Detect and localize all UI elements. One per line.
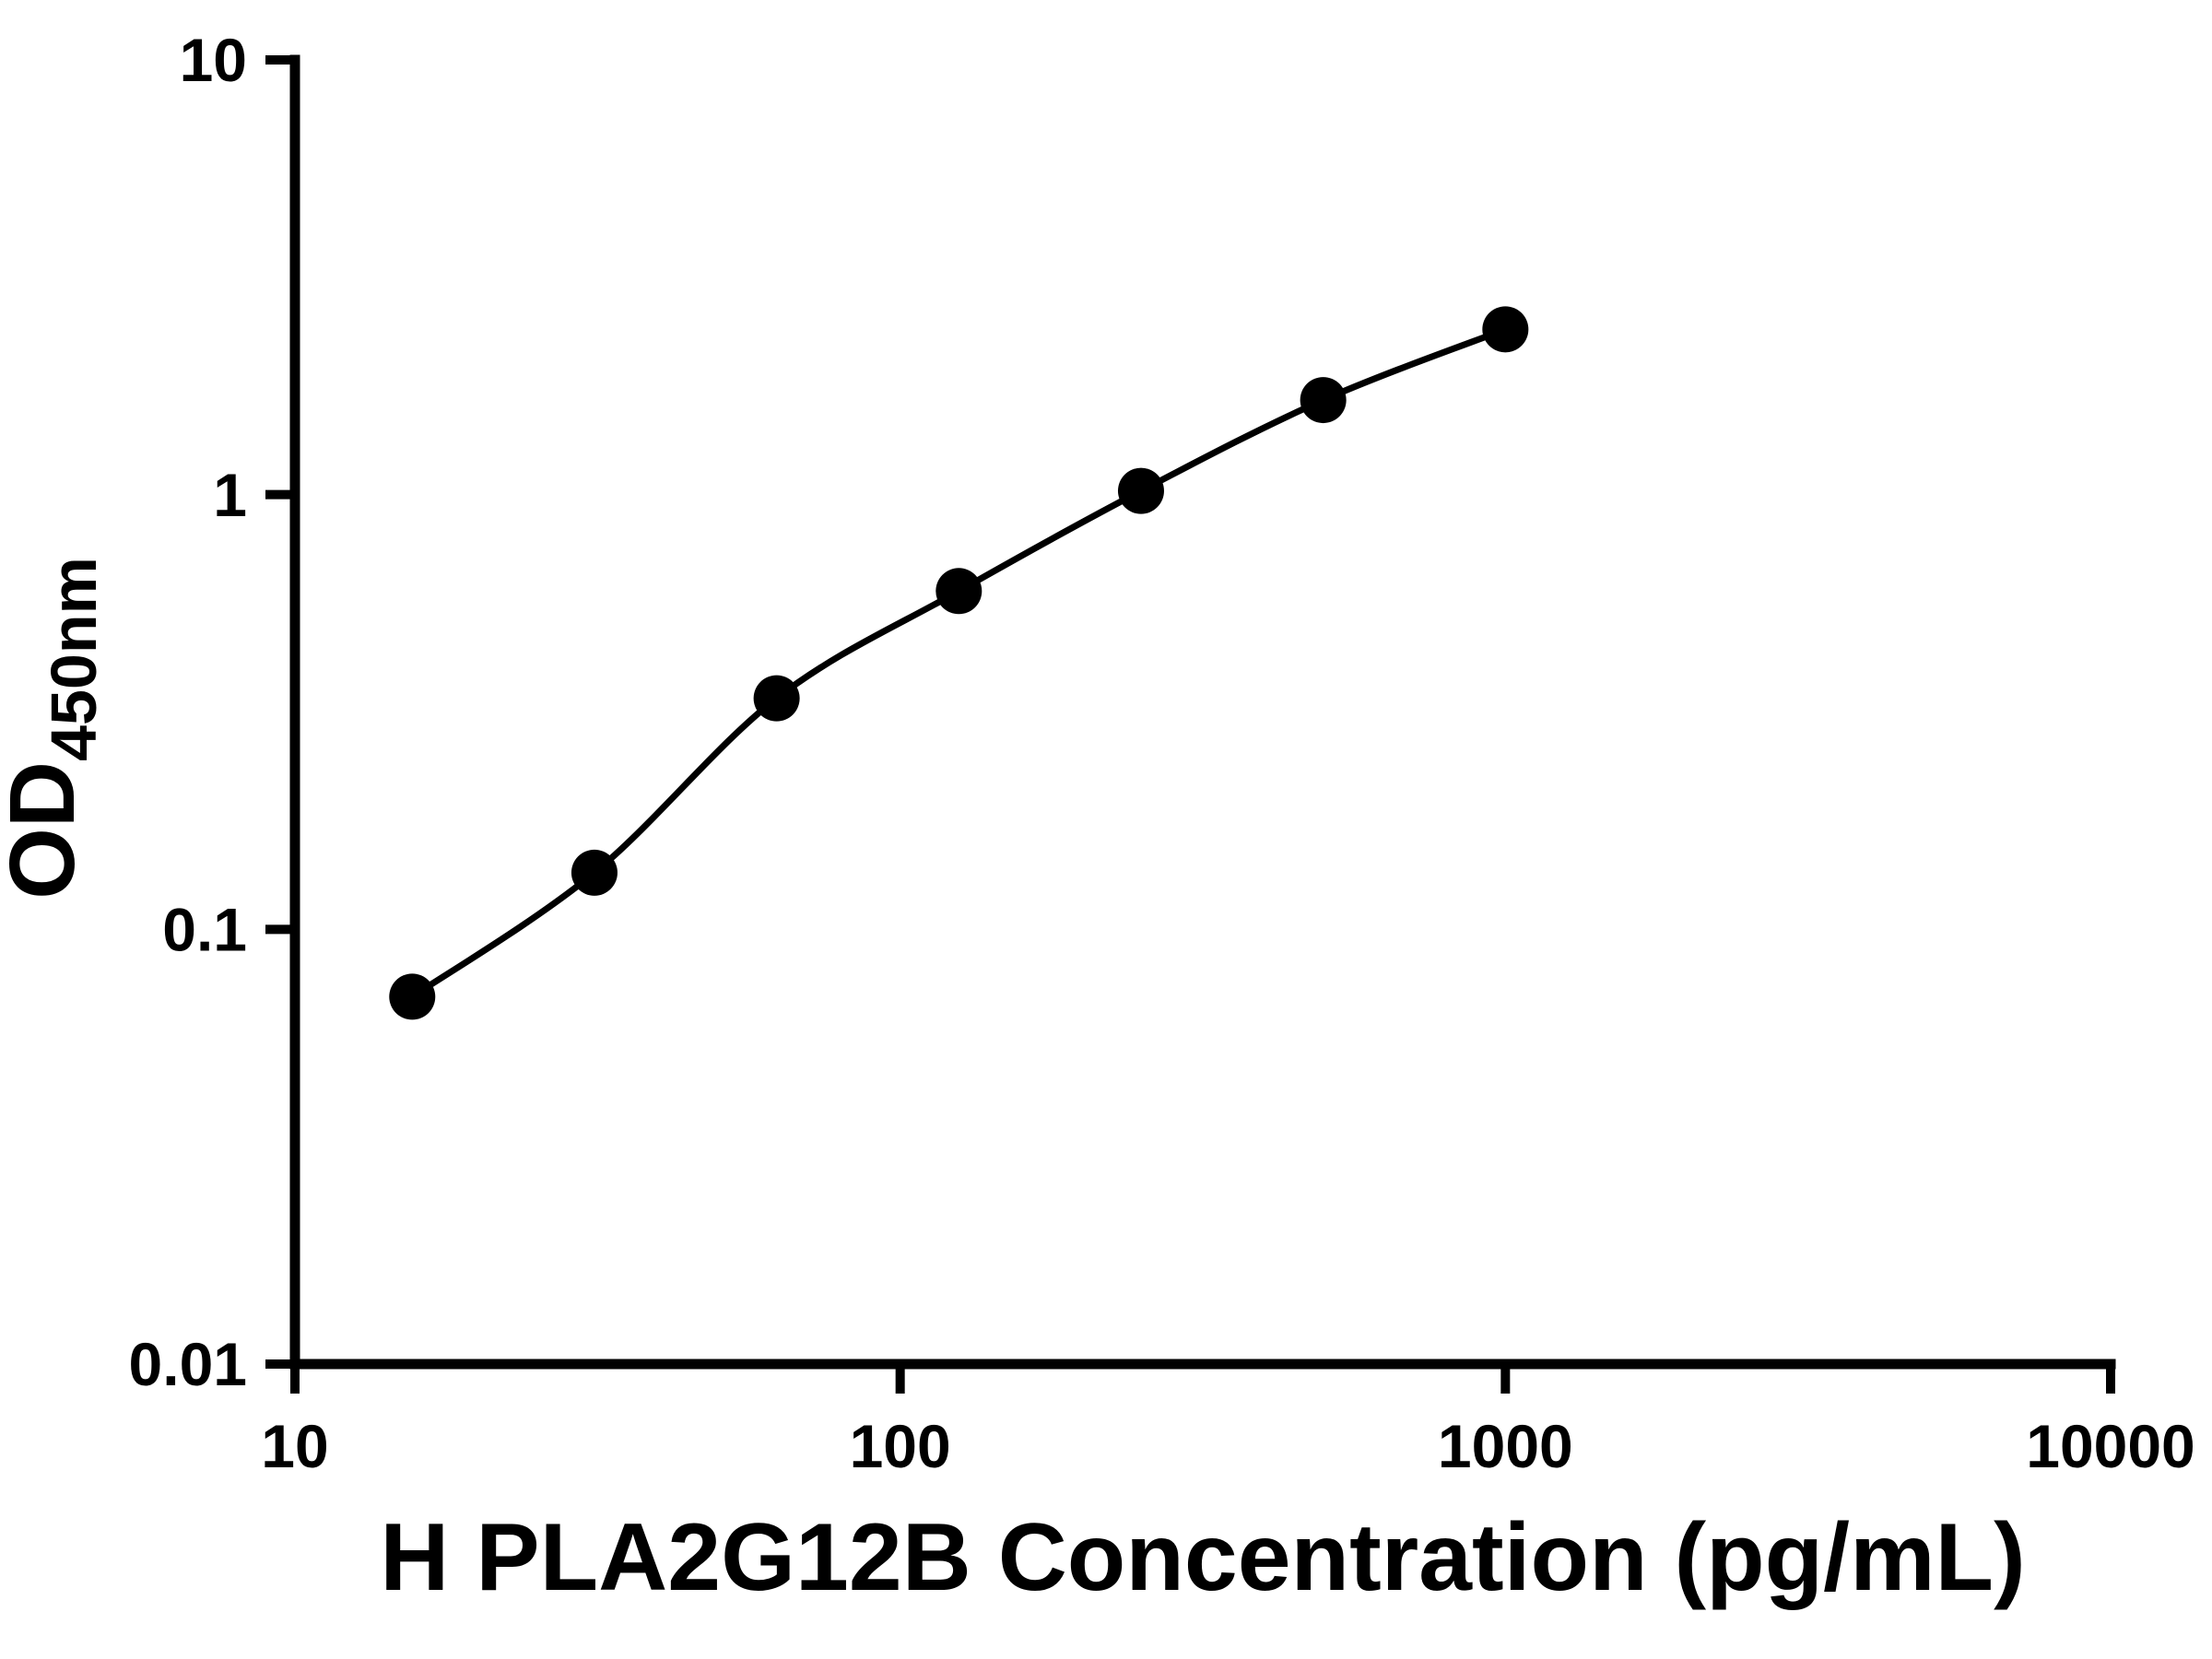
data-point bbox=[1482, 306, 1529, 353]
y-axis-title-main: OD bbox=[0, 761, 94, 900]
data-point bbox=[753, 675, 800, 722]
fit-curve bbox=[408, 325, 1509, 1000]
x-tick-label: 1000 bbox=[1438, 1412, 1573, 1480]
x-tick-label: 10000 bbox=[2026, 1412, 2195, 1480]
y-axis-title-subscript: 450nm bbox=[38, 557, 110, 761]
data-point bbox=[571, 849, 618, 896]
y-tick-label: 0.1 bbox=[162, 895, 247, 963]
x-tick-label: 100 bbox=[850, 1412, 951, 1480]
data-point bbox=[389, 973, 436, 1020]
axes: 10 100 1000 10000 0.01 0.1 1 10 bbox=[129, 26, 2195, 1480]
x-axis-title: H PLA2G12B Concentration (pg/mL) bbox=[380, 1504, 2025, 1611]
x-tick-label: 10 bbox=[261, 1412, 328, 1480]
y-tick-label: 10 bbox=[180, 26, 247, 94]
data-point bbox=[1300, 377, 1347, 424]
y-tick-label: 1 bbox=[213, 461, 247, 529]
fit-curve-layer bbox=[408, 325, 1509, 1000]
data-point bbox=[935, 568, 982, 615]
data-points-layer bbox=[389, 306, 1529, 1020]
y-axis-title: OD450nm bbox=[0, 557, 110, 900]
y-tick-label: 0.01 bbox=[129, 1330, 247, 1398]
data-point bbox=[1117, 467, 1164, 514]
